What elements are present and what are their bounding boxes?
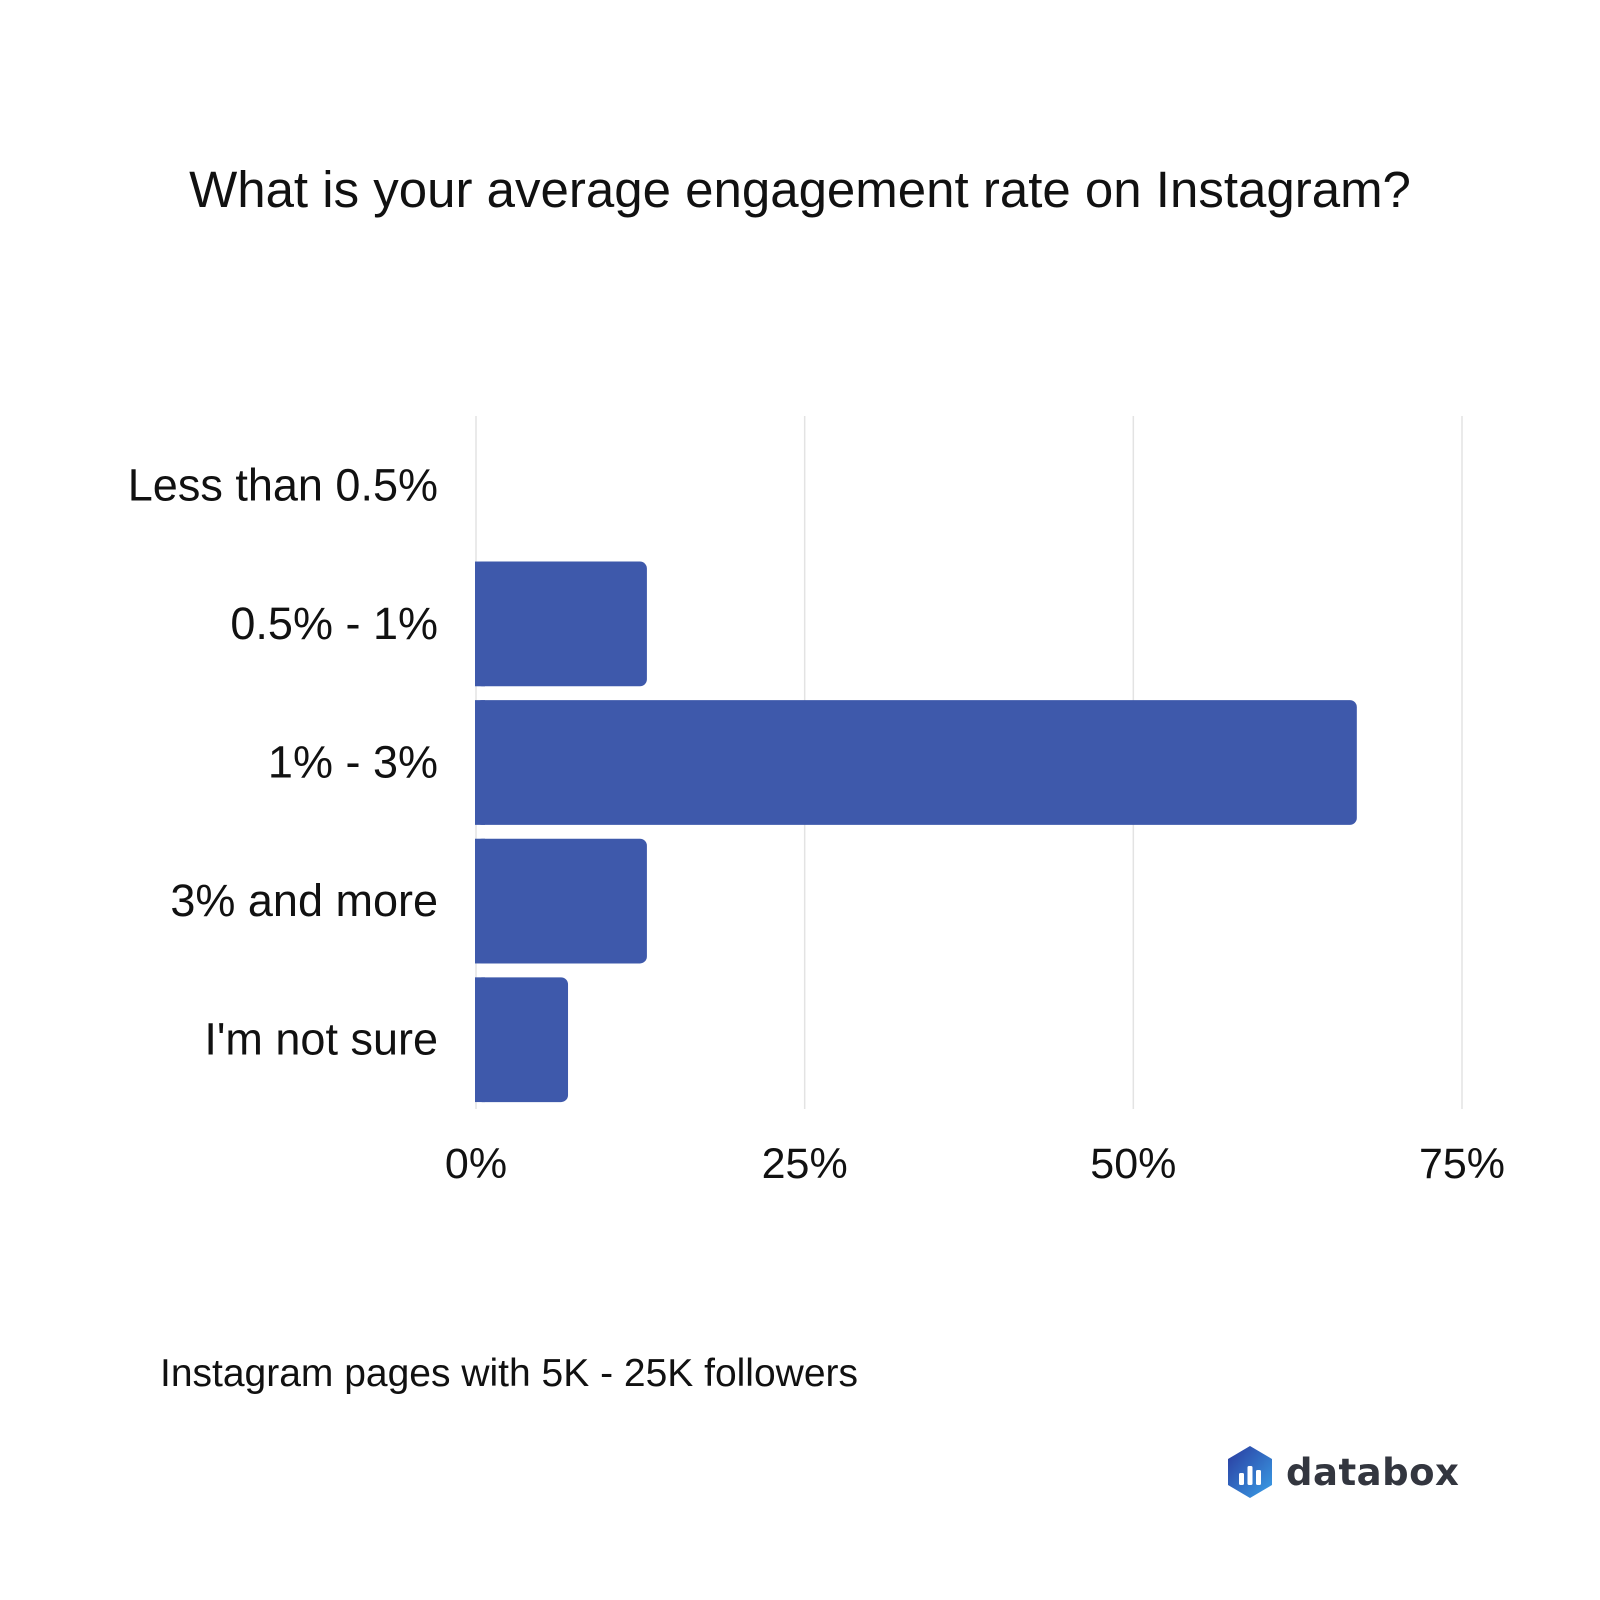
category-label: I'm not sure <box>204 1014 438 1065</box>
category-labels: Less than 0.5% 0.5% - 1% 1% - 3% 3% and mor… <box>128 459 438 1064</box>
bar <box>475 700 1357 825</box>
chart-caption: Instagram pages with 5K - 25K followers <box>160 1352 859 1395</box>
x-tick-label: 0% <box>445 1140 507 1188</box>
bar-base <box>475 838 485 964</box>
bar-base <box>475 561 485 687</box>
databox-logo: databox <box>1226 1444 1459 1500</box>
bar <box>475 561 647 687</box>
category-label: 1% - 3% <box>268 737 438 788</box>
x-tick-label: 75% <box>1419 1140 1505 1188</box>
bar <box>475 977 569 1103</box>
category-label: 0.5% - 1% <box>230 598 438 649</box>
category-label: Less than 0.5% <box>128 459 438 510</box>
x-tick-labels: 0% 25% 50% 75% <box>445 1140 1505 1188</box>
bar <box>475 838 647 964</box>
bars <box>475 561 1357 1103</box>
bar-base <box>475 700 485 825</box>
x-tick-label: 50% <box>1090 1140 1176 1188</box>
x-tick-label: 25% <box>762 1140 848 1188</box>
databox-hexagon-icon <box>1228 1446 1272 1498</box>
logo-text: databox <box>1286 1450 1460 1494</box>
bar-base <box>475 977 485 1103</box>
category-label: 3% and more <box>170 875 438 926</box>
chart-title: What is your average engagement rate on … <box>189 161 1411 218</box>
